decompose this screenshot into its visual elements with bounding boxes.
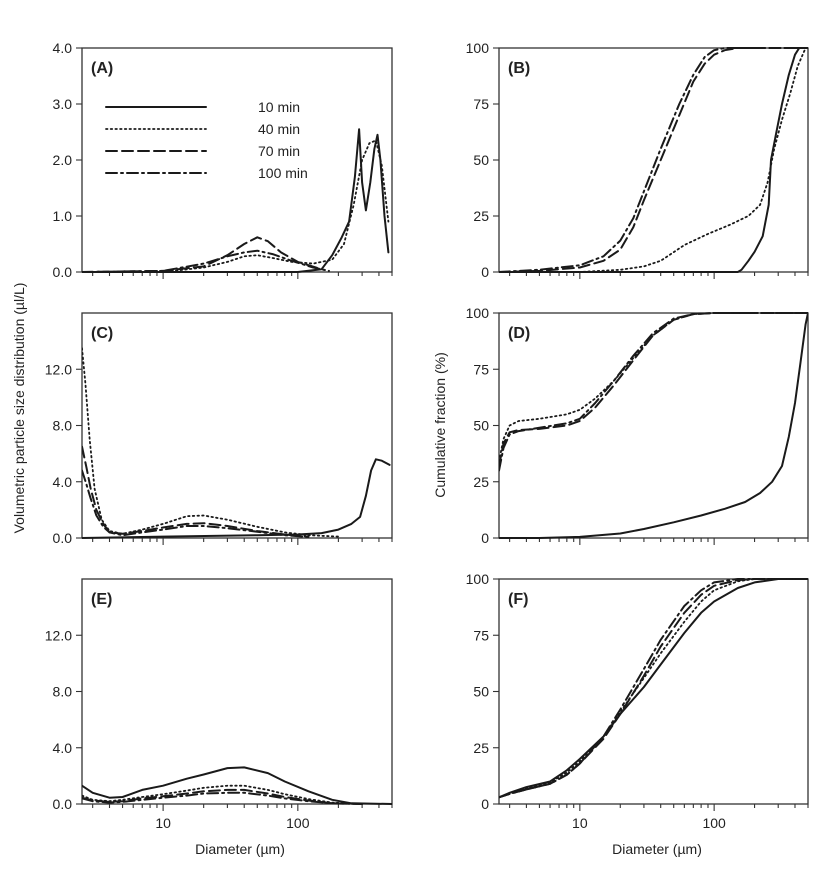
panel-label: (D) [508,325,530,342]
panel-c: 0.0 4.0 8.0 12.0 (C) [45,312,393,546]
series-line-70-min [499,47,808,273]
series-line-40-min [82,139,390,273]
panel-a: 0.0 1.0 2.0 3.0 4.0 (A) [53,40,393,280]
series-line-10-min [82,458,391,539]
panel-d: 0 25 50 75 100 (D) [466,305,809,546]
x-axis-title-left: Diameter (µm) [195,841,285,857]
plot-frame [81,578,393,805]
series-line-100-min [82,469,310,538]
y-tick-label: 100 [466,571,490,587]
series-line-40-min [82,347,340,538]
plot-frame [81,312,393,539]
y-tick-label: 50 [473,684,489,700]
series-line-10-min [82,128,390,273]
series-line-70-min [82,445,310,538]
y-tick-label: 0.0 [53,264,73,280]
series-line-70-min [499,578,808,799]
series-line-100-min [82,791,364,805]
y-axis-title-left: Volumetric particle size distribution (µ… [11,283,27,534]
y-tick-label: 12.0 [45,361,72,377]
series-line-100-min [82,249,330,273]
legend-label: 100 min [258,165,308,181]
series-line-40-min [499,47,807,273]
plot-frame [498,578,809,805]
series-line-40-min [499,578,808,799]
legend-label: 40 min [258,121,300,137]
panel-label: (A) [91,60,113,77]
y-tick-label: 0 [481,796,489,812]
x-tick-label: 10 [155,815,171,831]
y-tick-label: 3.0 [53,96,73,112]
y-tick-label: 8.0 [53,418,73,434]
series-line-10-min [499,47,808,273]
y-tick-label: 75 [473,96,489,112]
panel-label: (F) [508,591,528,608]
y-tick-label: 0 [481,264,489,280]
y-tick-label: 0.0 [53,530,73,546]
x-tick-label: 10 [572,815,588,831]
y-tick-label: 25 [473,474,489,490]
series-line-100-min [499,312,808,472]
y-tick-label: 12.0 [45,627,72,643]
plot-frame [498,312,809,539]
panel-label: (B) [508,60,530,77]
y-tick-label: 100 [466,305,490,321]
y-tick-label: 1.0 [53,208,73,224]
legend-label: 70 min [258,143,300,159]
y-tick-label: 4.0 [53,40,73,56]
panel-label: (E) [91,591,112,608]
panel-b: 0 25 50 75 100 (B) [466,40,809,280]
y-tick-label: 2.0 [53,152,73,168]
y-tick-label: 50 [473,152,489,168]
series-line-10-min [499,312,808,539]
panel-label: (C) [91,325,113,342]
y-tick-label: 50 [473,418,489,434]
y-tick-label: 75 [473,361,489,377]
panel-f: 0 25 50 75 100 10 100 (F) [466,571,809,831]
y-tick-label: 8.0 [53,684,73,700]
series-line-10-min [82,766,392,805]
panels: 0.01.02.03.04.0(A)0255075100(B)0.04.08.0… [45,40,809,831]
y-tick-label: 100 [466,40,490,56]
legend: 10 min 40 min 70 min 100 min [105,99,308,181]
x-tick-label: 100 [702,815,726,831]
series-line-10-min [499,578,808,799]
y-tick-label: 25 [473,208,489,224]
x-tick-label: 100 [286,815,310,831]
series-line-70-min [499,312,808,467]
series-line-100-min [499,578,808,799]
y-tick-label: 4.0 [53,474,73,490]
y-tick-label: 75 [473,627,489,643]
legend-label: 10 min [258,99,300,115]
x-axis-title-right: Diameter (µm) [612,841,702,857]
panel-e: 0.0 4.0 8.0 12.0 10 100 (E) [45,578,393,831]
series-line-100-min [499,47,808,273]
y-tick-label: 4.0 [53,740,73,756]
y-tick-label: 0 [481,530,489,546]
y-tick-label: 25 [473,740,489,756]
y-tick-label: 0.0 [53,796,73,812]
series-line-40-min [499,312,808,463]
y-axis-title-right: Cumulative fraction (%) [432,352,448,498]
series-line-70-min [82,236,323,273]
